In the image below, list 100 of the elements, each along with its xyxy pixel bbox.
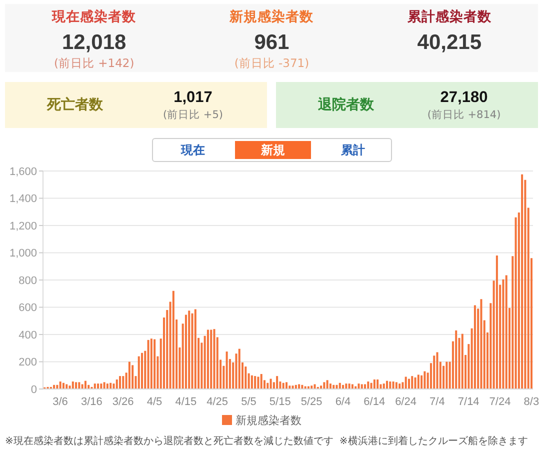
x-tick-label: 5/15 [269,396,291,408]
y-tick-label: 0 [30,384,37,396]
x-tick-label: 3/26 [112,396,134,408]
y-tick-label: 800 [18,274,37,287]
bar [154,339,156,389]
bar [446,362,448,389]
category-label: 累計感染者数 [407,9,492,25]
bar [282,382,284,389]
y-tick-label: 1,400 [9,193,37,206]
bar [505,275,508,389]
bar [75,382,78,389]
bar [122,376,124,389]
bar [367,382,370,389]
category-label: 退院者数 [318,97,374,113]
y-tick-label: 1,600 [9,166,37,178]
x-tick-label: 4/15 [175,396,197,408]
bar [411,376,414,389]
y-tick-label: 600 [18,302,37,314]
x-tick-label: 6/24 [395,396,416,408]
bar [480,299,482,389]
bar [100,384,102,389]
bar [103,382,106,389]
bar [94,384,96,389]
bar [184,314,187,389]
bar [260,374,262,389]
data-label: (前日比 -371) [234,56,310,70]
bar [364,384,366,389]
bar [244,366,247,389]
bar [147,340,150,389]
x-tick-label: 4/5 [146,396,162,408]
bar [66,384,68,389]
bar [408,378,410,389]
text: ※横浜港に到着したクルーズ船を除きます [339,436,528,447]
x-tick-label: 4/25 [206,396,228,408]
bar [326,380,328,389]
x-tick-label: 7/4 [430,396,445,408]
bar [210,330,212,389]
x-tick-label: 7/24 [489,396,511,408]
bar [496,255,498,389]
bar [150,338,152,389]
category-label: 死亡者数 [47,97,103,113]
x-tick-label: 3/6 [52,396,68,408]
bar [360,384,363,389]
bar [398,384,401,389]
bar [276,376,278,389]
bar [285,382,288,389]
bar [386,380,388,389]
bar [97,384,100,389]
x-tick-label: 6/4 [335,396,351,408]
bar [206,330,209,389]
bar [172,290,174,389]
bar [119,376,122,389]
bar [226,352,228,389]
bar [329,384,332,389]
x-tick-label: 5/25 [300,396,322,408]
bar [132,365,134,389]
x-tick-label: 7/14 [458,396,480,408]
bar [72,382,74,389]
bar [424,371,426,389]
bar [138,356,140,389]
y-tick-label: 1,200 [9,220,37,232]
bar [358,384,360,389]
bar [338,382,341,389]
bar [404,376,407,389]
bar [128,362,130,389]
category-label: 現在感染者数 [52,9,136,25]
bar [348,384,350,389]
bar [266,382,269,389]
x-tick-label: 5/5 [241,396,256,408]
bar [250,375,253,389]
bar [298,384,300,389]
bar [314,384,316,389]
bar [376,379,379,389]
tab-label: 累計 [340,142,366,159]
bar [351,384,354,389]
bar [474,305,476,389]
bar [436,352,438,389]
x-tick-label: 6/14 [364,396,386,408]
data-label: 40,215 [417,31,482,54]
bar [270,378,272,389]
bar [382,384,385,389]
bar [461,334,464,389]
bar [191,313,194,389]
bar [106,384,108,389]
bar [188,310,190,389]
data-label: (前日比 +814) [427,109,501,121]
bar [257,376,260,389]
bar [59,382,62,389]
bar [417,374,420,389]
bar [345,384,348,389]
bar [502,279,504,389]
bar [112,384,115,389]
y-tick-label: 400 [18,329,37,342]
legend-label: 新規感染者数 [236,414,302,427]
bar [116,379,118,389]
bar [521,174,524,389]
x-tick-label: 8/3 [524,396,540,408]
bar [370,382,372,389]
data-label: (前日比 +142) [54,56,134,70]
bar [414,377,416,389]
